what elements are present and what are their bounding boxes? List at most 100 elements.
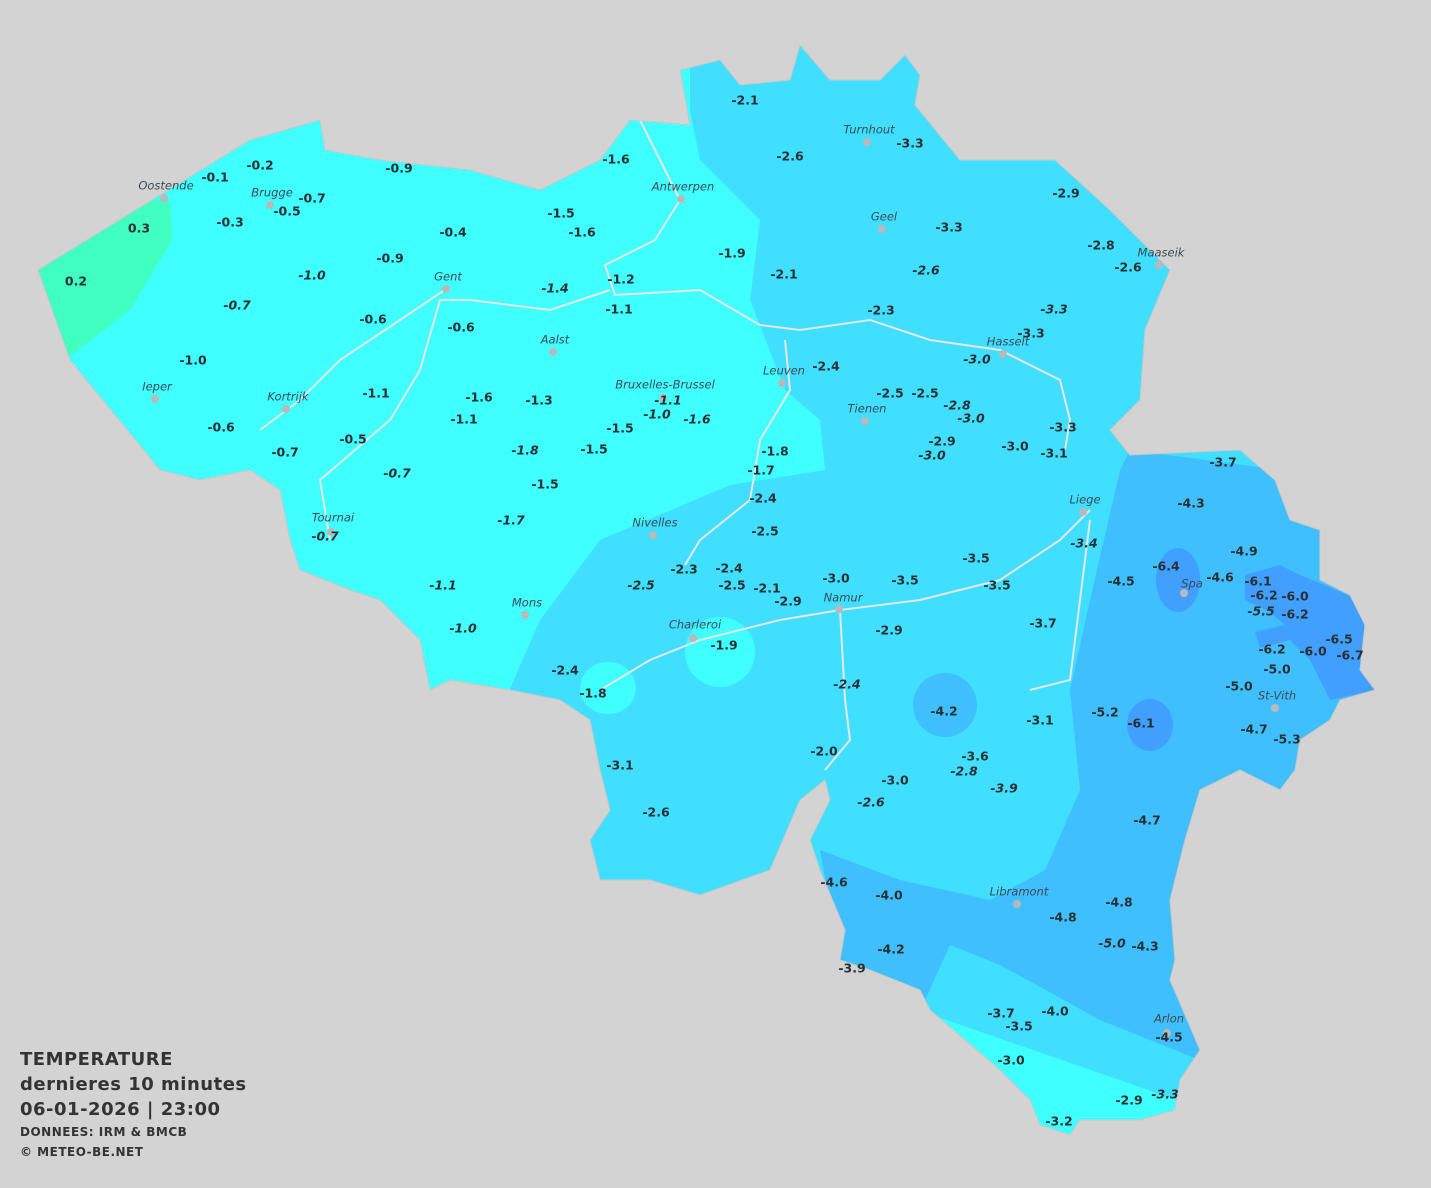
city-label: Charleroi bbox=[668, 617, 722, 632]
city-label: Leuven bbox=[763, 363, 805, 378]
legend-period: dernieres 10 minutes bbox=[20, 1074, 247, 1095]
temperature-value: -3.0 bbox=[963, 351, 991, 367]
temperature-value: -2.6 bbox=[857, 794, 885, 810]
city-label: Turnhout bbox=[843, 122, 895, 137]
temperature-value: -6.4 bbox=[1152, 558, 1180, 574]
temperature-value: -3.0 bbox=[1001, 438, 1029, 454]
temperature-value: -2.5 bbox=[718, 577, 746, 593]
river bbox=[824, 609, 852, 771]
temperature-value: -3.5 bbox=[962, 550, 990, 566]
temperature-value: -2.8 bbox=[950, 763, 978, 779]
temperature-value: -3.3 bbox=[935, 219, 963, 235]
temperature-value: -2.1 bbox=[770, 266, 798, 282]
city-label: Namur bbox=[823, 590, 863, 605]
city-marker bbox=[999, 350, 1007, 358]
temperature-value: -4.7 bbox=[1240, 721, 1268, 737]
temperature-value: -3.4 bbox=[1070, 535, 1098, 551]
river bbox=[318, 289, 611, 541]
city-marker bbox=[160, 194, 168, 202]
temperature-value: -3.7 bbox=[1029, 615, 1057, 631]
city-marker bbox=[677, 195, 685, 203]
temperature-value: -1.2 bbox=[607, 271, 635, 287]
zone-below-m6-spa bbox=[1156, 548, 1200, 612]
city-marker bbox=[549, 348, 557, 356]
temperature-value: -0.6 bbox=[359, 311, 387, 327]
temperature-value: -2.5 bbox=[751, 523, 779, 539]
temperature-value: -1.1 bbox=[450, 411, 478, 427]
city-label: Tienen bbox=[847, 401, 887, 416]
city-marker bbox=[863, 138, 871, 146]
city-marker bbox=[521, 611, 529, 619]
city-label: Liege bbox=[1069, 492, 1101, 507]
map-legend: TEMPERATURE dernieres 10 minutes 06-01-2… bbox=[20, 1047, 247, 1162]
temperature-value: -1.9 bbox=[710, 637, 738, 653]
temperature-value: -1.8 bbox=[511, 442, 539, 458]
temperature-value: -4.7 bbox=[1133, 812, 1161, 828]
temperature-value: -3.0 bbox=[822, 570, 850, 586]
temperature-value: -1.5 bbox=[606, 420, 634, 436]
zone-0-to-1 bbox=[38, 200, 172, 360]
city-label: Nivelles bbox=[632, 515, 678, 530]
city-label: Antwerpen bbox=[651, 179, 715, 194]
temperature-value: -5.3 bbox=[1273, 731, 1301, 747]
temperature-value: -0.7 bbox=[223, 297, 251, 313]
city-label: Spa bbox=[1181, 576, 1203, 591]
temperature-value: -4.6 bbox=[820, 874, 848, 890]
temperature-value: -1.7 bbox=[747, 462, 775, 478]
temperature-value: -5.0 bbox=[1263, 661, 1291, 677]
temperature-value: -2.3 bbox=[670, 561, 698, 577]
city-marker bbox=[282, 405, 290, 413]
temperature-value: -3.3 bbox=[1017, 325, 1045, 341]
temperature-value: -1.9 bbox=[718, 245, 746, 261]
temperature-value: -6.5 bbox=[1325, 631, 1353, 647]
city-label: Arlon bbox=[1153, 1011, 1185, 1026]
city-marker bbox=[861, 417, 869, 425]
temperature-value: -4.0 bbox=[875, 887, 903, 903]
temperature-value: -5.0 bbox=[1098, 935, 1126, 951]
legend-datetime: 06-01-2026 | 23:00 bbox=[20, 1099, 221, 1120]
temperature-value: -3.3 bbox=[1151, 1086, 1179, 1102]
temperature-value: -1.5 bbox=[531, 476, 559, 492]
legend-title: TEMPERATURE bbox=[20, 1049, 173, 1070]
temperature-value: -1.5 bbox=[547, 205, 575, 221]
temperature-value: -6.2 bbox=[1250, 587, 1278, 603]
temperature-value: -4.5 bbox=[1107, 573, 1135, 589]
temperature-value: -3.9 bbox=[838, 960, 866, 976]
zone-m2-to-0-south bbox=[580, 662, 636, 714]
temperature-value: -6.7 bbox=[1336, 647, 1364, 663]
temperature-value: -1.0 bbox=[298, 267, 326, 283]
temperature-value: -4.0 bbox=[1041, 1003, 1069, 1019]
temperature-value: -2.8 bbox=[943, 397, 971, 413]
legend-copyright: © METEO-BE.NET bbox=[20, 1145, 144, 1159]
temperature-value: -3.0 bbox=[918, 447, 946, 463]
temperature-value: -2.8 bbox=[1087, 237, 1115, 253]
temperature-value: -1.6 bbox=[568, 224, 596, 240]
city-marker bbox=[778, 379, 786, 387]
temperature-value: -5.5 bbox=[1247, 603, 1275, 619]
temperature-value: -2.5 bbox=[627, 577, 655, 593]
temperature-value: -1.6 bbox=[602, 151, 630, 167]
temperature-value: -0.7 bbox=[271, 444, 299, 460]
city-label: Geel bbox=[870, 209, 898, 224]
river bbox=[684, 339, 792, 566]
temperature-value: -5.0 bbox=[1225, 678, 1253, 694]
temperature-value: -2.6 bbox=[1114, 259, 1142, 275]
city-marker bbox=[878, 225, 886, 233]
temperature-value: -1.7 bbox=[497, 512, 525, 528]
city-label: Bruxelles-Brussel bbox=[615, 377, 715, 392]
city-marker bbox=[151, 395, 159, 403]
temperature-value: -0.7 bbox=[311, 528, 339, 544]
temperature-value: -6.1 bbox=[1244, 573, 1272, 589]
city-label: Aalst bbox=[540, 332, 570, 347]
city-label: Tournai bbox=[311, 510, 355, 525]
temperature-value: -3.1 bbox=[1026, 712, 1054, 728]
city-marker bbox=[649, 531, 657, 539]
temperature-value: -2.9 bbox=[774, 593, 802, 609]
city-marker bbox=[442, 285, 450, 293]
temperature-value: -1.0 bbox=[449, 620, 477, 636]
temperature-value: -0.4 bbox=[439, 224, 467, 240]
river bbox=[603, 119, 1072, 451]
temperature-value: -2.9 bbox=[1052, 185, 1080, 201]
temperature-value: -4.6 bbox=[1206, 569, 1234, 585]
